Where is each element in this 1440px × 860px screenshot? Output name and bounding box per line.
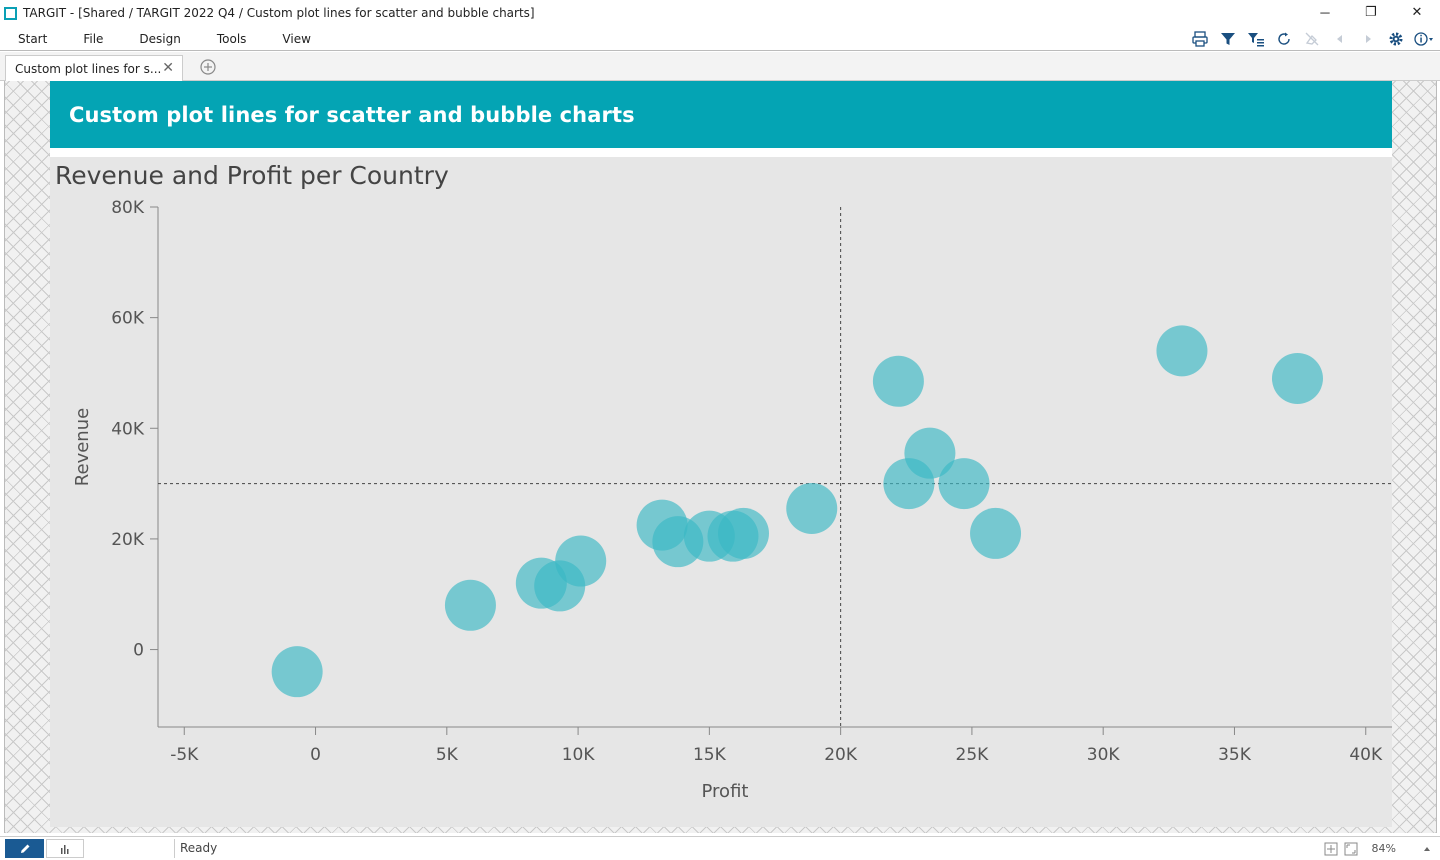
title-bar: TARGIT - [Shared / TARGIT 2022 Q4 / Cust… bbox=[0, 0, 1440, 26]
x-tick-label: 5K bbox=[436, 745, 459, 765]
pencil-icon bbox=[20, 844, 29, 853]
fit-width-icon[interactable] bbox=[1324, 842, 1338, 856]
analysis-mode-button[interactable] bbox=[46, 839, 84, 858]
chart-title: Revenue and Profit per Country bbox=[55, 161, 449, 190]
bubble-point[interactable] bbox=[271, 646, 323, 698]
minimize-button[interactable]: ─ bbox=[1320, 4, 1330, 20]
info-icon[interactable] bbox=[1414, 29, 1434, 49]
dashboard-page: Custom plot lines for scatter and bubble… bbox=[50, 81, 1392, 827]
page-banner: Custom plot lines for scatter and bubble… bbox=[50, 81, 1392, 148]
clear-icon[interactable] bbox=[1302, 29, 1322, 49]
y-tick-label: 20K bbox=[111, 530, 145, 550]
x-tick-label: 20K bbox=[824, 745, 858, 765]
filter-icon[interactable] bbox=[1218, 29, 1238, 49]
bubble-series bbox=[271, 325, 1323, 698]
x-tick-label: 15K bbox=[693, 745, 727, 765]
bubble-point[interactable] bbox=[872, 355, 924, 407]
tab-label: Custom plot lines for s... bbox=[15, 61, 162, 76]
x-tick-label: 0 bbox=[310, 745, 321, 765]
bubble-point[interactable] bbox=[970, 507, 1022, 559]
menu-start[interactable]: Start bbox=[18, 31, 48, 46]
tab-close-icon[interactable]: ✕ bbox=[162, 60, 174, 76]
y-axis-label: Revenue bbox=[72, 408, 93, 486]
back-icon[interactable] bbox=[1330, 29, 1350, 49]
scatter-chart[interactable]: Revenue and Profit per Country Revenue P… bbox=[50, 157, 1392, 827]
status-divider bbox=[174, 839, 175, 858]
add-tab-icon[interactable] bbox=[199, 58, 217, 76]
y-tick-label: 40K bbox=[111, 419, 145, 439]
restore-button[interactable]: ❐ bbox=[1365, 4, 1377, 19]
plot-lines bbox=[158, 207, 1392, 727]
y-tick-label: 0 bbox=[133, 641, 144, 661]
app-logo-icon bbox=[4, 6, 17, 20]
window-title: TARGIT - [Shared / TARGIT 2022 Q4 / Cust… bbox=[23, 6, 535, 20]
y-tick-label: 80K bbox=[111, 198, 145, 218]
fit-page-icon[interactable] bbox=[1344, 842, 1358, 856]
x-tick-label: 35K bbox=[1218, 745, 1252, 765]
x-tick-label: 30K bbox=[1087, 745, 1121, 765]
bubble-point[interactable] bbox=[555, 535, 607, 587]
bubble-point[interactable] bbox=[1271, 352, 1323, 404]
x-tick-label: 25K bbox=[956, 745, 990, 765]
tab-strip: Custom plot lines for s... ✕ bbox=[0, 52, 1440, 81]
filter-list-icon[interactable] bbox=[1246, 29, 1266, 49]
menu-file[interactable]: File bbox=[83, 31, 104, 46]
x-tick-label: 10K bbox=[562, 745, 596, 765]
bubble-point[interactable] bbox=[904, 427, 956, 479]
close-button[interactable]: ✕ bbox=[1411, 4, 1423, 19]
status-bar: Ready 84% bbox=[0, 836, 1440, 860]
edit-mode-button[interactable] bbox=[5, 839, 44, 858]
zoom-up-icon[interactable] bbox=[1422, 844, 1432, 854]
chart-axes: 0 20K 40K 60K 80K -5K 0 5K 10K 15K 20K 25K 30K 35K 40K bbox=[111, 198, 1392, 765]
window-controls: ─ ❐ ✕ bbox=[1302, 0, 1440, 26]
banner-separator bbox=[50, 148, 1392, 157]
bar-chart-icon bbox=[61, 844, 69, 854]
menu-design[interactable]: Design bbox=[139, 31, 181, 46]
bubble-point[interactable] bbox=[938, 458, 990, 510]
menu-tools[interactable]: Tools bbox=[216, 31, 247, 46]
bubble-point[interactable] bbox=[786, 482, 838, 534]
menu-bar: Start File Design Tools View bbox=[0, 27, 1440, 51]
menu-view[interactable]: View bbox=[282, 31, 311, 46]
x-tick-label: -5K bbox=[170, 745, 199, 765]
bubble-point[interactable] bbox=[1156, 325, 1208, 377]
x-axis-label: Profit bbox=[702, 781, 749, 802]
toolbar bbox=[1190, 27, 1434, 51]
bubble-point[interactable] bbox=[717, 507, 769, 559]
y-tick-label: 60K bbox=[111, 309, 145, 329]
print-icon[interactable] bbox=[1190, 29, 1210, 49]
page-title: Custom plot lines for scatter and bubble… bbox=[69, 102, 635, 127]
refresh-icon[interactable] bbox=[1274, 29, 1294, 49]
x-tick-label: 40K bbox=[1349, 745, 1383, 765]
bubble-point[interactable] bbox=[444, 579, 496, 631]
tab-custom-plot-lines[interactable]: Custom plot lines for s... ✕ bbox=[5, 55, 183, 81]
forward-icon[interactable] bbox=[1358, 29, 1378, 49]
status-text: Ready bbox=[180, 841, 218, 855]
settings-icon[interactable] bbox=[1386, 29, 1406, 49]
status-right-controls: 84% bbox=[1324, 839, 1432, 858]
zoom-level[interactable]: 84% bbox=[1371, 842, 1396, 855]
